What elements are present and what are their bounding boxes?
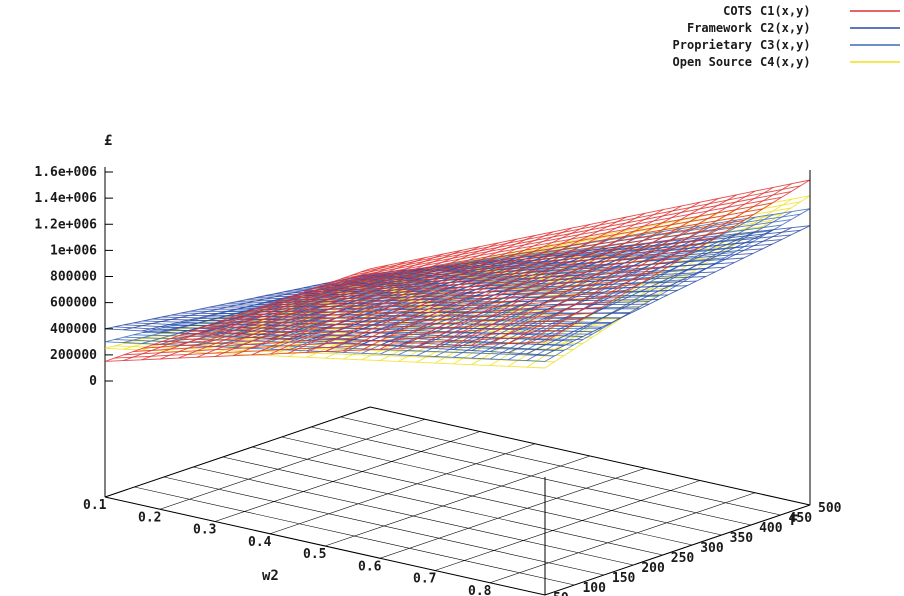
y-grid-line bbox=[193, 466, 634, 566]
x-grid-line bbox=[544, 504, 811, 596]
y-tick-label: 400 bbox=[759, 521, 783, 536]
mesh-line bbox=[453, 198, 719, 347]
mesh-line bbox=[324, 249, 591, 343]
legend: COTS C1(x,y) Framework C2(x,y) Proprietary C3… bbox=[673, 4, 900, 69]
x-grid-line bbox=[489, 492, 756, 584]
mesh-line bbox=[288, 231, 554, 354]
x-grid-line bbox=[434, 480, 701, 571]
mesh-line bbox=[544, 225, 811, 356]
mesh-line bbox=[306, 227, 572, 353]
mesh-line bbox=[178, 253, 444, 359]
y-tick-label: 300 bbox=[700, 541, 724, 556]
mesh-line bbox=[123, 264, 389, 362]
y-grid-line bbox=[134, 486, 575, 586]
legend-series-formula: C4(x,y) bbox=[760, 55, 811, 69]
x-tick-label: 0.1 bbox=[83, 498, 107, 513]
mesh-line bbox=[379, 212, 646, 350]
plot-axes bbox=[104, 167, 811, 596]
y-tick-label: 50 bbox=[553, 591, 569, 596]
mesh-line bbox=[398, 209, 664, 349]
legend-series-formula: C2(x,y) bbox=[760, 21, 811, 35]
z-tick-label: 400000 bbox=[50, 322, 97, 337]
y-tick-label: 150 bbox=[612, 571, 636, 586]
mesh-line bbox=[269, 235, 536, 355]
x-tick-label: 0.8 bbox=[468, 584, 492, 596]
x-grid-line bbox=[269, 443, 536, 535]
plot-front-frame bbox=[544, 170, 811, 595]
y-grid-line bbox=[311, 426, 752, 526]
x-tick-label: 0.4 bbox=[248, 535, 272, 550]
mesh-line bbox=[526, 227, 792, 355]
mesh-line bbox=[269, 255, 536, 340]
mesh-line bbox=[471, 194, 737, 346]
y-tick-label: 450 bbox=[789, 511, 813, 526]
z-tick-label: 200000 bbox=[50, 348, 97, 363]
x-grid-line bbox=[104, 406, 371, 498]
x-tick-label: 0.6 bbox=[358, 559, 382, 574]
x-grid-line bbox=[214, 431, 481, 522]
mesh-line bbox=[104, 268, 371, 362]
z-tick-label: 0 bbox=[89, 374, 97, 389]
mesh-line bbox=[178, 265, 444, 334]
y-grid-line bbox=[104, 496, 546, 596]
mesh-line bbox=[489, 190, 756, 345]
y-tick-label: 500 bbox=[818, 501, 842, 516]
z-tick-label: 1e+006 bbox=[50, 243, 97, 258]
mesh-line bbox=[159, 257, 426, 360]
legend-series-formula: C1(x,y) bbox=[760, 4, 811, 18]
y-grid-line bbox=[222, 456, 663, 556]
legend-series-name: Framework bbox=[687, 21, 753, 35]
legend-series-name: COTS bbox=[723, 4, 752, 18]
z-tick-label: 1.6e+006 bbox=[34, 165, 97, 180]
x-tick-label: 0.2 bbox=[138, 510, 161, 525]
x-tick-label: 0.5 bbox=[303, 547, 326, 562]
mesh-line bbox=[104, 273, 371, 330]
y-tick-label: 250 bbox=[671, 551, 695, 566]
x-tick-label: 0.3 bbox=[193, 523, 216, 538]
mesh-line bbox=[141, 260, 407, 361]
y-axis-title: F bbox=[790, 513, 798, 529]
y-grid-line bbox=[340, 416, 781, 516]
z-tick-label: 1.2e+006 bbox=[34, 217, 97, 232]
y-tick-label: 200 bbox=[641, 561, 665, 576]
y-tick-label: 350 bbox=[730, 531, 754, 546]
mesh-line bbox=[416, 205, 682, 348]
x-grid-line bbox=[379, 467, 646, 559]
z-tick-label: 800000 bbox=[50, 270, 97, 285]
mesh-line bbox=[233, 242, 499, 357]
x-tick-label: 0.7 bbox=[413, 572, 436, 587]
legend-series-name: Proprietary bbox=[673, 38, 752, 52]
mesh-line bbox=[508, 187, 774, 344]
y-grid-line bbox=[252, 446, 693, 546]
mesh-line bbox=[343, 220, 609, 352]
mesh-line bbox=[379, 243, 646, 346]
mesh-line bbox=[251, 238, 517, 356]
legend-series-formula: C3(x,y) bbox=[760, 38, 811, 52]
y-grid-line bbox=[163, 476, 604, 576]
mesh-line bbox=[324, 223, 591, 353]
x-grid-line bbox=[324, 455, 591, 547]
surface-meshes bbox=[104, 179, 811, 369]
legend-series-name: Open Source bbox=[673, 55, 752, 69]
mesh-line bbox=[526, 183, 792, 344]
mesh-line bbox=[196, 249, 462, 358]
x-grid-line bbox=[159, 418, 426, 510]
tick-labels: 0 200000 400000 600000 800000 1e+006 1.2e+006 1… bbox=[34, 165, 841, 596]
mesh-line bbox=[361, 216, 627, 351]
y-grid-line bbox=[281, 436, 722, 536]
x-axis-title: w2 bbox=[262, 568, 279, 584]
y-tick-label: 100 bbox=[582, 581, 606, 596]
y-grid-line bbox=[369, 406, 811, 506]
mesh-line bbox=[214, 246, 481, 357]
z-tick-label: 600000 bbox=[50, 296, 97, 311]
mesh-line bbox=[508, 229, 774, 354]
mesh-line bbox=[434, 201, 701, 348]
surface-cots bbox=[104, 179, 811, 362]
mesh-line bbox=[544, 179, 811, 343]
z-axis-title: £ bbox=[104, 133, 112, 149]
z-tick-label: 1.4e+006 bbox=[34, 191, 97, 206]
